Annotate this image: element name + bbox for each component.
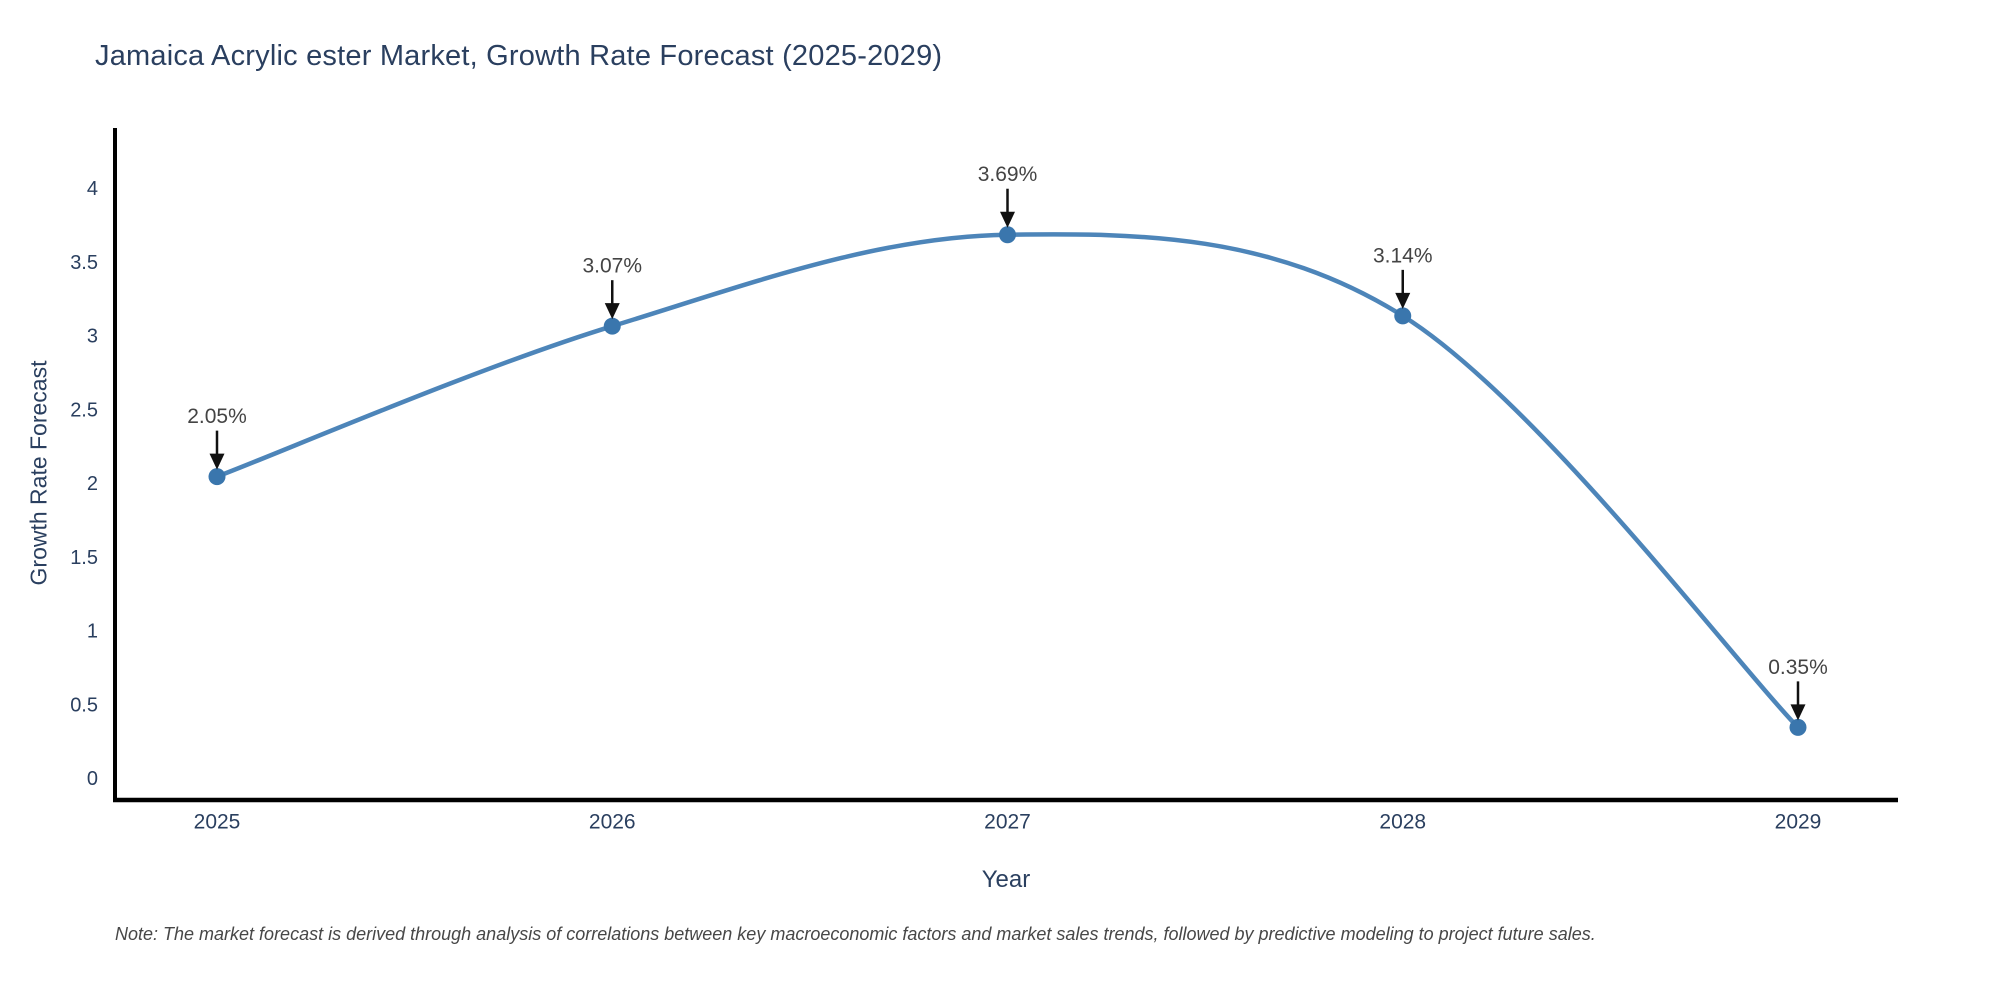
x-tick-label: 2029 xyxy=(1775,811,1822,834)
annotation-arrowhead-icon xyxy=(604,303,620,320)
y-tick-label: 0.5 xyxy=(70,694,98,716)
data-point-label: 3.69% xyxy=(978,163,1038,186)
chart-title: Jamaica Acrylic ester Market, Growth Rat… xyxy=(95,40,943,72)
y-tick-label: 2.5 xyxy=(70,399,98,421)
data-point-label: 3.14% xyxy=(1373,244,1433,267)
footnote: Note: The market forecast is derived thr… xyxy=(115,924,1596,944)
y-tick-label: 2 xyxy=(87,473,98,495)
x-tick-label: 2028 xyxy=(1379,811,1426,834)
x-tick-label: 2027 xyxy=(984,811,1031,834)
annotation-arrowhead-icon xyxy=(1790,704,1806,721)
data-point-marker xyxy=(1394,307,1412,325)
y-tick-label: 3.5 xyxy=(70,252,98,274)
data-point-label: 0.35% xyxy=(1768,656,1828,679)
data-point-marker xyxy=(1789,718,1807,736)
data-point-label: 3.07% xyxy=(582,255,642,278)
y-tick-label: 3 xyxy=(87,326,98,348)
annotation-arrowhead-icon xyxy=(209,453,225,470)
data-point-marker xyxy=(999,226,1016,244)
annotation-arrowhead-icon xyxy=(1395,292,1411,309)
y-tick-label: 0 xyxy=(87,768,98,790)
y-tick-label: 4 xyxy=(87,178,98,200)
data-point-marker xyxy=(208,468,226,486)
y-tick-label: 1 xyxy=(87,621,98,643)
forecast-spline-line xyxy=(214,232,1801,730)
data-point-marker xyxy=(603,317,621,335)
x-tick-label: 2025 xyxy=(194,811,241,834)
annotation-arrowhead-icon xyxy=(1000,211,1015,228)
x-tick-label: 2026 xyxy=(589,811,636,834)
x-axis-title: Year xyxy=(981,866,1031,893)
data-point-label: 2.05% xyxy=(187,405,247,428)
y-tick-label: 1.5 xyxy=(70,547,98,569)
